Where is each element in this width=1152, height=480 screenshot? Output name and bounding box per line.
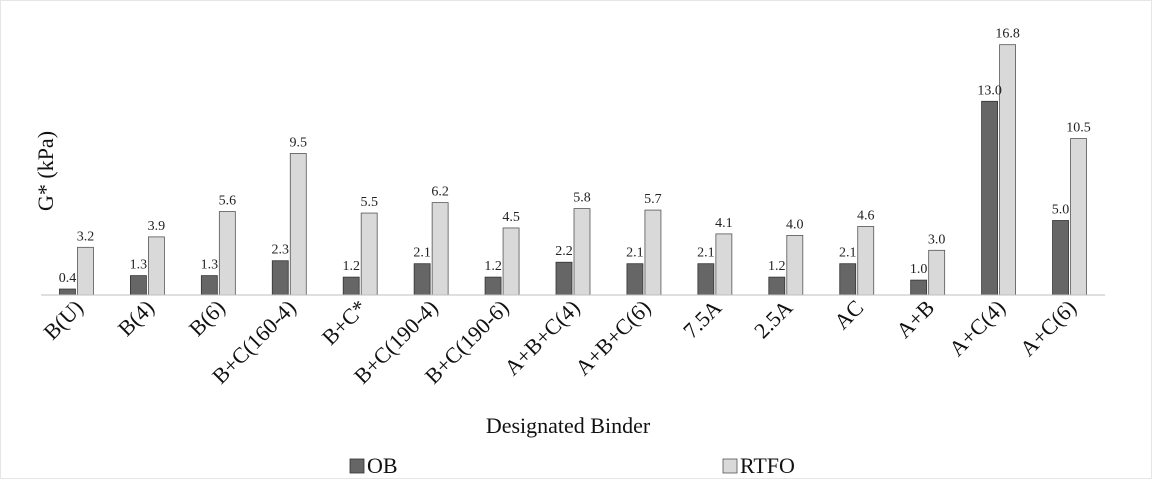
bar-ob-9 xyxy=(697,263,715,296)
bar-ob-1 xyxy=(129,275,147,296)
x-tick-labels: B(U) B(4) B(6)B+C(160-4) B+C*B+C(190-4)B+C(… xyxy=(38,295,1081,389)
bar-rtfo-8 xyxy=(644,209,662,296)
value-label-ob-12: 1.0 xyxy=(910,262,928,277)
bar-ob-14 xyxy=(1052,220,1069,296)
x-tick-label-14: A+C(6) xyxy=(1015,295,1081,361)
value-label-rtfo-8: 5.7 xyxy=(644,192,662,207)
bar-ob-6 xyxy=(484,276,502,296)
x-tick-label-10: 2.5A xyxy=(749,295,797,343)
value-label-ob-4: 1.2 xyxy=(342,259,360,274)
value-label-ob-2: 1.3 xyxy=(201,258,219,273)
value-label-ob-6: 1.2 xyxy=(484,259,502,274)
bar-rtfo-7 xyxy=(573,208,591,296)
x-tick-label-11: AC xyxy=(829,295,868,334)
x-tick-label-0: B(U) xyxy=(38,295,88,345)
bar-ob-7 xyxy=(555,261,573,296)
bar-ob-2 xyxy=(200,275,218,296)
value-label-ob-14: 5.0 xyxy=(1052,203,1070,218)
bar-ob-13 xyxy=(981,100,998,296)
x-tick-label-4: B+C* xyxy=(317,295,372,350)
x-tick-label-13: A+C(4) xyxy=(944,295,1010,361)
bar-rtfo-3 xyxy=(289,153,307,296)
value-label-rtfo-9: 4.1 xyxy=(715,216,733,231)
bar-rtfo-2 xyxy=(218,211,236,296)
legend-swatch-rtfo xyxy=(722,458,738,474)
bar-rtfo-14 xyxy=(1070,138,1087,296)
value-label-rtfo-14: 10.5 xyxy=(1066,121,1091,136)
bar-ob-3 xyxy=(271,260,289,296)
bar-ob-0 xyxy=(59,288,76,296)
bar-rtfo-13 xyxy=(999,44,1016,296)
value-label-ob-0: 0.4 xyxy=(59,271,77,286)
bar-rtfo-5 xyxy=(431,202,449,296)
x-tick-label-7: A+B+C(4) xyxy=(499,295,584,380)
bar-ob-11 xyxy=(839,263,857,296)
value-label-rtfo-4: 5.5 xyxy=(360,195,378,210)
legend-label-ob: OB xyxy=(367,453,398,478)
x-tick-label-8: A+B+C(6) xyxy=(570,295,655,380)
y-axis-title: G* (kPa) xyxy=(33,131,58,211)
bar-rtfo-6 xyxy=(502,227,520,296)
legend-label-rtfo: RTFO xyxy=(740,453,795,478)
value-label-ob-1: 1.3 xyxy=(130,258,148,273)
value-label-rtfo-7: 5.8 xyxy=(573,191,591,206)
bar-rtfo-11 xyxy=(857,226,875,296)
bars-layer xyxy=(59,44,1087,296)
value-label-rtfo-11: 4.6 xyxy=(857,208,875,223)
x-tick-label-12: A+B xyxy=(891,295,939,343)
value-label-ob-8: 2.1 xyxy=(626,246,644,261)
value-label-ob-7: 2.2 xyxy=(555,244,573,259)
legend: OB RTFO xyxy=(349,453,795,478)
value-label-rtfo-6: 4.5 xyxy=(502,210,520,225)
x-tick-label-1: B(4) xyxy=(113,295,159,341)
value-label-ob-10: 1.2 xyxy=(768,259,786,274)
bar-ob-10 xyxy=(768,276,786,296)
value-label-rtfo-12: 3.0 xyxy=(928,232,946,247)
bar-ob-4 xyxy=(342,276,360,296)
value-label-rtfo-13: 16.8 xyxy=(995,27,1020,42)
x-tick-label-9: 7.5A xyxy=(678,295,726,343)
x-tick-label-2: B(6) xyxy=(184,295,230,341)
legend-swatch-ob xyxy=(349,458,365,474)
bar-rtfo-12 xyxy=(928,249,946,296)
value-label-ob-13: 13.0 xyxy=(977,83,1002,98)
value-label-ob-5: 2.1 xyxy=(413,246,431,261)
bar-rtfo-1 xyxy=(147,236,165,296)
bar-ob-8 xyxy=(626,263,644,296)
value-labels-layer: 0.4 3.2 1.3 3.9 1.3 5.6 2.3 9.5 1.2 5.5 2.1 6.2 1.2 4… xyxy=(59,27,1091,286)
value-label-rtfo-3: 9.5 xyxy=(290,135,308,150)
value-label-rtfo-0: 3.2 xyxy=(77,229,95,244)
value-label-rtfo-2: 5.6 xyxy=(219,194,237,209)
value-label-rtfo-5: 6.2 xyxy=(431,185,449,200)
value-label-ob-3: 2.3 xyxy=(272,243,290,258)
bar-rtfo-0 xyxy=(77,246,94,296)
bar-rtfo-10 xyxy=(786,234,804,296)
x-axis-title: Designated Binder xyxy=(486,413,651,438)
value-label-rtfo-1: 3.9 xyxy=(148,219,166,234)
bar-ob-12 xyxy=(910,279,928,296)
value-label-rtfo-10: 4.0 xyxy=(786,217,804,232)
bar-rtfo-4 xyxy=(360,212,378,296)
value-label-ob-11: 2.1 xyxy=(839,246,857,261)
bar-ob-5 xyxy=(413,263,431,296)
value-label-ob-9: 2.1 xyxy=(697,246,715,261)
bar-rtfo-9 xyxy=(715,233,733,296)
